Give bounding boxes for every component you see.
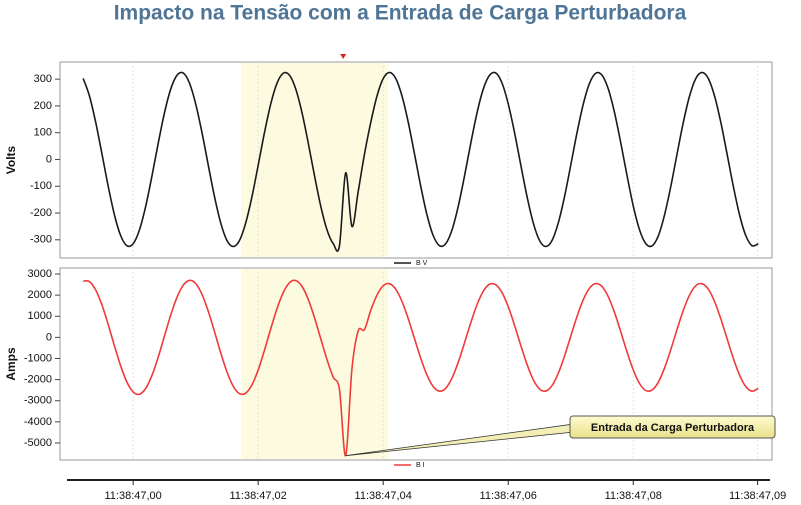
y-tick-label: -200 (30, 207, 52, 219)
y-tick-label: -100 (30, 180, 52, 192)
x-tick-label: 11:38:47,02 (230, 490, 287, 502)
x-tick-label: 11:38:47,00 (104, 490, 161, 502)
y-tick-label: 0 (46, 153, 52, 165)
legend-label: B I (416, 462, 425, 469)
y-tick-label: -3000 (24, 395, 52, 407)
y-tick-label: 0 (46, 331, 52, 343)
callout-box (569, 415, 776, 439)
y-tick-label: 2000 (28, 289, 52, 301)
y-tick-label: -300 (30, 234, 52, 246)
y-tick-label: 3000 (28, 268, 52, 280)
y-tick-label: -5000 (24, 437, 52, 449)
series-line (83, 279, 759, 457)
y-axis-label: Volts (4, 145, 18, 174)
x-tick-label: 11:38:47,08 (605, 490, 662, 502)
x-tick-label: 11:38:47,04 (355, 490, 412, 502)
annotation: Entrada da Carga Perturbadora (591, 422, 755, 434)
legend-label: B V (416, 260, 428, 267)
y-axis-label: Amps (4, 347, 18, 381)
highlight-region (241, 269, 389, 459)
y-tick-label: 1000 (28, 310, 52, 322)
x-tick-label: 11:38:47,09 (729, 490, 786, 502)
series-line (82, 71, 759, 252)
highlight-region (241, 63, 389, 257)
y-tick-label: -4000 (24, 416, 52, 428)
chart-title: Impacto na Tensão com a Entrada de Carga… (114, 2, 687, 25)
event-marker (340, 54, 347, 59)
y-tick-label: -1000 (24, 352, 52, 364)
y-tick-label: 300 (34, 73, 52, 85)
x-tick-label: 11:38:47,06 (480, 490, 537, 502)
y-tick-label: 200 (34, 100, 52, 112)
y-tick-label: -2000 (24, 374, 52, 386)
y-tick-label: 100 (34, 127, 52, 139)
